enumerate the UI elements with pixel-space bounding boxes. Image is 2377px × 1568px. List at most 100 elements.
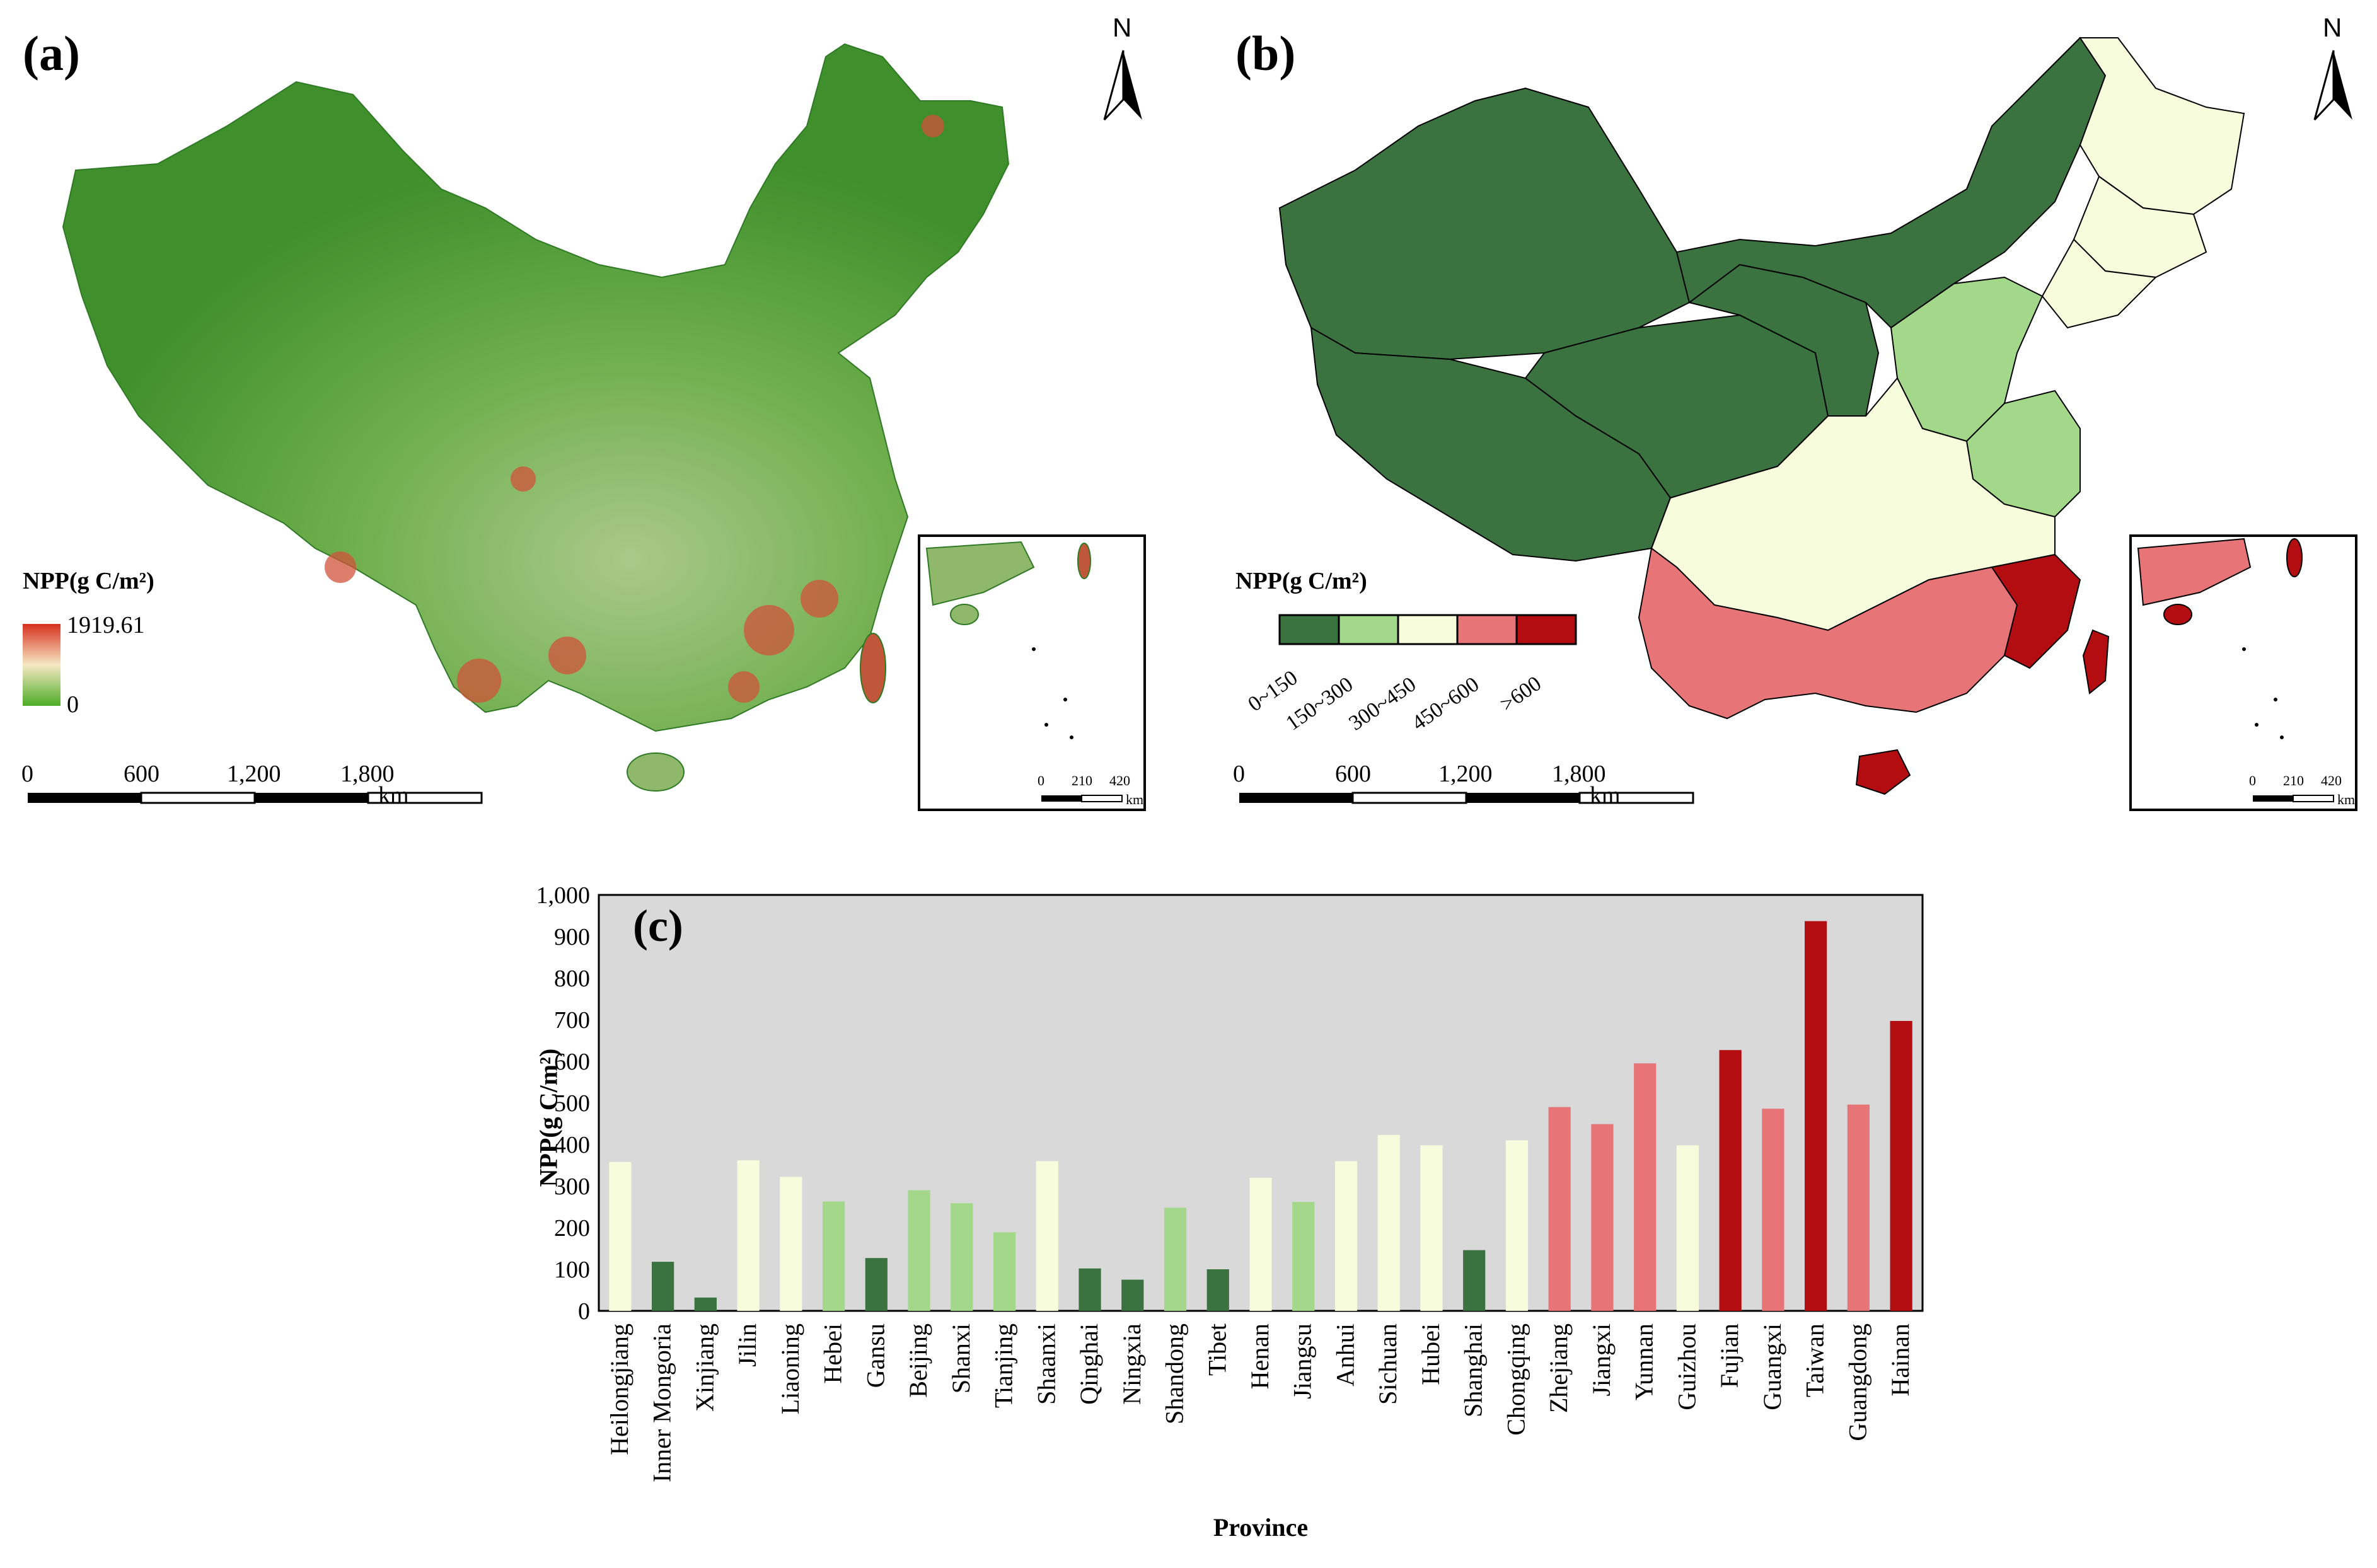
scale-tick-b-0: 0 (1233, 761, 1245, 787)
inset-scale-b-1: 210 (2283, 773, 2304, 788)
y-tick-label: 900 (554, 924, 590, 950)
bar-hubei (1420, 1145, 1443, 1311)
north-label-b: N (2323, 13, 2342, 42)
province-yunnan-guangxi-guangdong (1638, 547, 2018, 720)
high-npp-spots-a (325, 115, 944, 703)
panel-a-label: (a) (23, 26, 80, 81)
x-tick-label: Chongqing (1501, 1323, 1530, 1436)
bar-tianjing (993, 1232, 1016, 1311)
north-label-a: N (1113, 13, 1132, 42)
inset-map-b (2129, 534, 2357, 811)
x-tick-label: Anhui (1331, 1323, 1359, 1386)
bar-jiangxi (1591, 1124, 1614, 1311)
province-hainan (1855, 749, 1911, 795)
x-tick-label: Hebei (819, 1323, 847, 1384)
x-tick-label: Ningxia (1118, 1323, 1146, 1405)
bar-tibet (1206, 1269, 1229, 1311)
legend-title-b: NPP(g C/m²) (1235, 568, 1367, 594)
y-tick-label: 700 (554, 1007, 590, 1034)
bar-shaanxi (1036, 1161, 1058, 1311)
china-ndvi-map (62, 43, 1010, 732)
bar-guangxi (1762, 1109, 1784, 1311)
x-tick-label: Shanghai (1459, 1323, 1488, 1417)
scale-unit-b: km (1590, 782, 1621, 809)
province-taiwan (2082, 629, 2110, 695)
scale-tick-b-1: 600 (1335, 761, 1371, 787)
legend-ramp-a (23, 624, 61, 706)
chart-x-ticks: Heilongjiang Inner Mongoria Xinjiang Jilin L… (605, 1323, 1914, 1482)
bar-gansu (865, 1258, 888, 1311)
chart-y-ticks: 0 100 200 300 400 500 600 700 800 900 1,000 (536, 882, 591, 1325)
x-tick-label: Hainan (1886, 1323, 1914, 1397)
inset-scale-b-2: 420 (2321, 773, 2342, 788)
bar-fujian (1719, 1050, 1742, 1311)
x-tick-label: Jiangxi (1587, 1323, 1616, 1397)
y-tick-label: 500 (554, 1090, 590, 1117)
x-tick-label: Zhejiang (1544, 1323, 1573, 1413)
x-tick-label: Fujian (1715, 1323, 1744, 1388)
y-tick-label: 100 (554, 1257, 590, 1283)
scale-bar-b (1239, 792, 1694, 804)
bar-shandong (1164, 1208, 1187, 1311)
scale-tick-a-0: 0 (21, 761, 33, 787)
inset-unit-a: km (1126, 792, 1144, 807)
inset-unit-b: km (2337, 792, 2356, 807)
bar-zhejiang (1548, 1107, 1571, 1311)
bar-heilongjiang (609, 1162, 632, 1311)
province-xinjiang (1278, 87, 1691, 360)
x-tick-label: Yunnan (1630, 1323, 1658, 1400)
scale-tick-b-3: 1,800 (1552, 761, 1606, 787)
bar-liaoning (780, 1177, 802, 1311)
legend-class-2: 300~450 (1345, 672, 1420, 735)
bar-beijing (908, 1190, 930, 1311)
bar-jilin (737, 1160, 760, 1311)
legend-class-4: >600 (1496, 672, 1546, 717)
bar-sichuan (1377, 1134, 1400, 1311)
scale-bar-a (28, 792, 483, 804)
inset-map-a (918, 534, 1146, 811)
x-tick-label: Tibet (1203, 1323, 1231, 1376)
bar-chongqing (1505, 1140, 1529, 1311)
bar-inner-mongoria (652, 1262, 674, 1311)
x-tick-label: Taiwan (1801, 1323, 1829, 1397)
y-tick-label: 600 (554, 1049, 590, 1075)
panel-c-label: (c) (633, 901, 683, 951)
hainan-island-a (627, 752, 685, 792)
y-tick-label: 800 (554, 966, 590, 992)
x-tick-label: Shaanxi (1032, 1323, 1060, 1405)
inset-scale-a-0: 0 (1038, 773, 1044, 788)
x-tick-label: Gansu (861, 1323, 889, 1388)
taiwan-island-a (860, 633, 886, 703)
y-tick-label: 300 (554, 1173, 590, 1200)
bar-hainan (1890, 1020, 1912, 1311)
legend-max-a: 1919.61 (67, 612, 145, 638)
y-tick-label: 1,000 (536, 882, 591, 909)
inset-scale-a-1: 210 (1072, 773, 1092, 788)
chart-y-axis-label: NPP(g C/m²) (534, 1048, 563, 1187)
x-tick-label: Hubei (1416, 1323, 1445, 1385)
x-tick-label: Sichuan (1374, 1323, 1402, 1405)
bar-xinjiang (694, 1297, 717, 1311)
scale-tick-a-2: 1,200 (227, 761, 281, 787)
y-tick-label: 200 (554, 1215, 590, 1242)
scale-tick-a-1: 600 (124, 761, 159, 787)
legend-classes-b (1278, 614, 1577, 645)
chart-bars (609, 921, 1912, 1311)
bar-taiwan (1805, 921, 1827, 1311)
bar-shanxi (951, 1203, 973, 1311)
panel-b-label: (b) (1235, 26, 1296, 81)
x-tick-label: Shanxi (947, 1323, 975, 1393)
x-tick-label: Xinjiang (690, 1323, 719, 1412)
x-tick-label: Qinghai (1075, 1323, 1103, 1405)
chart-x-axis-label: Province (1213, 1513, 1309, 1542)
province-heilongjiang (2079, 37, 2245, 216)
x-tick-label: Guangxi (1758, 1323, 1786, 1410)
scale-tick-b-2: 1,200 (1438, 761, 1493, 787)
x-tick-label: Jilin (733, 1323, 761, 1367)
bar-anhui (1334, 1161, 1358, 1311)
x-tick-label: Henan (1246, 1323, 1274, 1389)
y-tick-label: 400 (554, 1132, 590, 1158)
north-arrow-b (2313, 50, 2352, 121)
scale-unit-a: km (378, 782, 409, 809)
